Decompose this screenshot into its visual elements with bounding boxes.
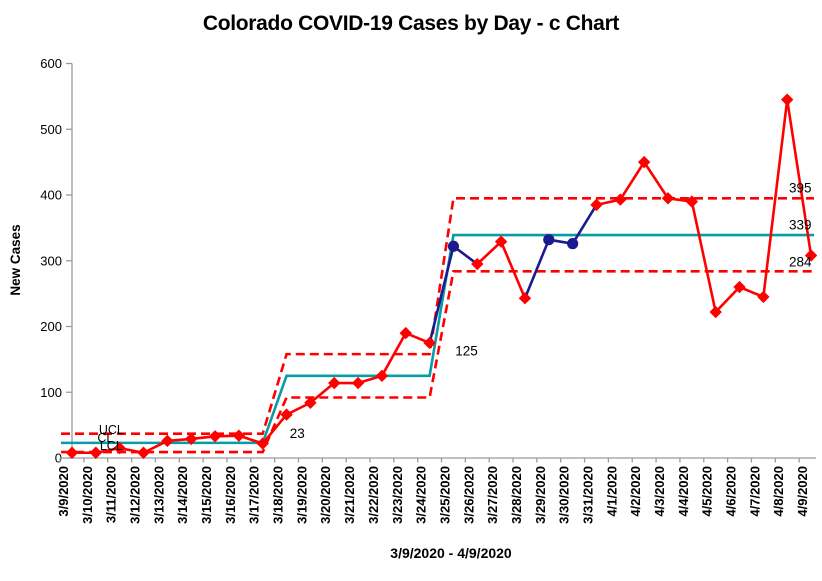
x-tick-label: 3/15/2020 (199, 466, 214, 524)
data-point-diamond (494, 235, 508, 248)
data-point-circle (543, 234, 555, 246)
x-tick-label: 3/31/2020 (580, 466, 595, 524)
data-point-diamond (661, 192, 675, 205)
x-tick-label: 4/9/2020 (795, 466, 810, 517)
y-tick-label: 400 (40, 188, 62, 203)
data-point-diamond (113, 441, 126, 455)
data-point-diamond (423, 336, 436, 350)
x-tick-label: 3/27/2020 (485, 466, 500, 524)
annotation-label: UCL (99, 423, 124, 437)
x-tick-label: 3/9/2020 (56, 466, 71, 517)
data-point-diamond (232, 429, 246, 442)
annotation-label: CL (97, 431, 113, 445)
x-tick-label: 3/21/2020 (342, 466, 357, 524)
data-point-diamond (328, 376, 341, 390)
data-point-diamond (590, 198, 603, 212)
data-point-diamond (137, 446, 150, 459)
x-tick-label: 4/3/2020 (652, 466, 667, 517)
y-axis: 0 100 200 300 400 500 600 (40, 56, 73, 466)
data-point-diamond (471, 257, 484, 271)
y-tick-label: 300 (40, 253, 62, 268)
annotation-label: 125 (455, 343, 478, 358)
annotation-label: 395 (789, 180, 812, 195)
x-tick-label: 4/2/2020 (628, 466, 643, 517)
data-point-diamond (375, 369, 389, 383)
center-line (61, 233, 814, 445)
data-point-diamond (208, 430, 222, 443)
x-tick-label: 3/13/2020 (151, 466, 166, 524)
data-point-diamond (185, 432, 198, 446)
x-tick-label: 3/18/2020 (271, 466, 286, 524)
data-point-diamond (304, 396, 317, 409)
chart-title: Colorado COVID-19 Cases by Day - c Chart (202, 12, 620, 35)
data-point-diamond (280, 408, 293, 421)
x-tick-label: 4/1/2020 (604, 466, 619, 517)
y-axis-title: New Cases (8, 224, 23, 295)
data-point-diamond (518, 292, 532, 305)
lcl-line (61, 269, 814, 454)
x-tick-label: 3/10/2020 (80, 466, 95, 524)
data-point-diamond (685, 195, 699, 208)
x-tick-label: 4/8/2020 (771, 466, 786, 517)
data-point-diamond (781, 93, 794, 106)
x-tick-label: 4/6/2020 (724, 466, 739, 517)
annotation-label: 23 (290, 426, 305, 441)
y-tick-label: 0 (55, 451, 62, 466)
x-axis: 3/9/2020 3/10/2020 3/11/2020 3/12/2020 3/13/… (56, 457, 816, 524)
y-tick-label: 200 (40, 319, 62, 334)
y-tick-label: 600 (40, 56, 62, 71)
annotation-label: 339 (789, 218, 812, 233)
x-tick-label: 3/26/2020 (461, 466, 476, 524)
x-tick-label: 3/12/2020 (128, 466, 143, 524)
x-tick-label: 4/7/2020 (747, 466, 762, 517)
x-tick-label: 3/29/2020 (533, 466, 548, 524)
data-point-diamond (351, 376, 365, 390)
x-tick-label: 3/28/2020 (509, 466, 524, 524)
series-markers (65, 93, 818, 459)
x-tick-label: 3/25/2020 (437, 466, 452, 524)
x-tick-label: 3/19/2020 (294, 466, 309, 524)
x-tick-label: 3/16/2020 (223, 466, 238, 524)
data-point-diamond (804, 249, 818, 262)
data-point-diamond (733, 280, 746, 294)
x-axis-title: 3/9/2020 - 4/9/2020 (390, 545, 512, 561)
data-point-circle (447, 240, 460, 252)
ucl-line (61, 196, 814, 435)
y-tick-label: 500 (40, 122, 62, 137)
data-point-diamond (614, 193, 627, 206)
x-tick-label: 3/20/2020 (318, 466, 333, 524)
data-point-diamond (256, 437, 269, 450)
x-tick-label: 4/5/2020 (700, 466, 715, 517)
annotation-label: LCL (100, 439, 123, 453)
x-tick-label: 3/11/2020 (104, 466, 119, 523)
data-point-diamond (399, 326, 412, 340)
y-tick-label: 100 (40, 385, 62, 400)
x-tick-label: 3/24/2020 (414, 466, 429, 524)
data-point-circle (567, 238, 579, 250)
control-limit-lines (61, 196, 814, 454)
annotation-label: 284 (789, 255, 812, 270)
x-tick-label: 3/14/2020 (175, 466, 190, 524)
x-tick-label: 3/30/2020 (557, 466, 572, 524)
x-tick-label: 3/22/2020 (366, 466, 381, 524)
data-point-diamond (709, 305, 722, 319)
x-tick-label: 4/4/2020 (676, 466, 691, 517)
data-point-diamond (757, 290, 770, 304)
x-tick-label: 3/23/2020 (390, 466, 405, 524)
data-point-diamond (637, 155, 651, 169)
data-point-diamond (161, 434, 174, 448)
data-point-diamond (65, 446, 79, 459)
x-tick-label: 3/17/2020 (247, 466, 262, 524)
data-point-diamond (89, 446, 103, 459)
